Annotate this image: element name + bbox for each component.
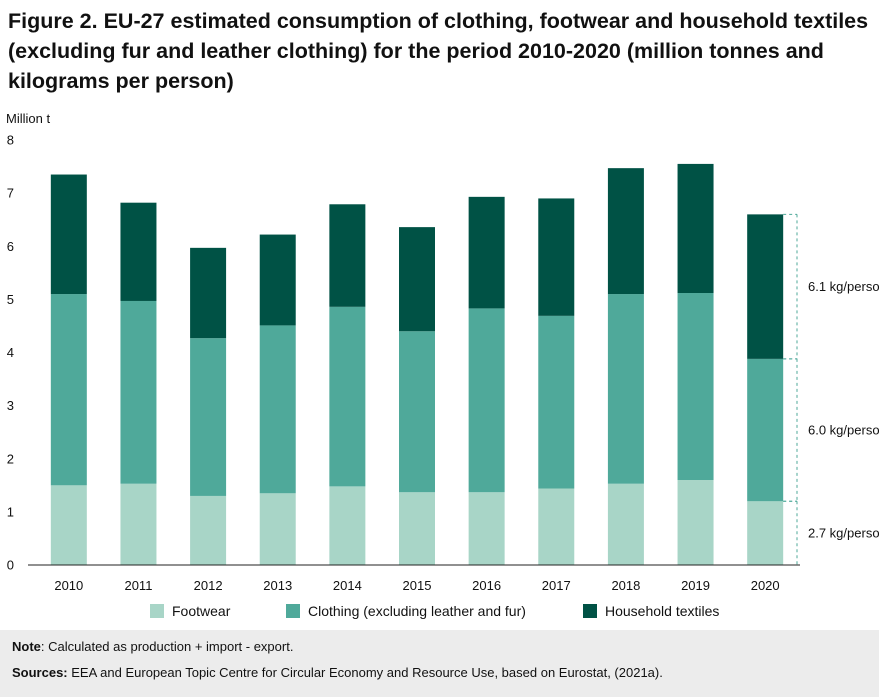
x-tick-label: 2018 xyxy=(611,578,640,593)
x-tick-label: 2011 xyxy=(124,578,152,593)
note-text: : Calculated as production + import - ex… xyxy=(40,639,294,654)
y-tick-label: 0 xyxy=(7,558,14,573)
x-axis-ticks: 2010 2011 2012 2013 2014 2015 2016 2017 2018 2019… xyxy=(54,578,779,593)
legend-swatch xyxy=(150,604,164,618)
bar-segment xyxy=(399,227,435,332)
x-tick-label: 2015 xyxy=(403,578,432,593)
legend-label: Clothing (excluding leather and fur) xyxy=(308,603,526,619)
bar-segment xyxy=(538,315,575,489)
bar-segment xyxy=(747,501,784,565)
x-tick-label: 2020 xyxy=(751,578,780,593)
bar-segment xyxy=(607,168,644,295)
bar-segment xyxy=(399,331,435,493)
bar-segment xyxy=(538,198,575,316)
x-tick-label: 2013 xyxy=(263,578,292,593)
bar-segment xyxy=(677,163,714,293)
y-tick-label: 5 xyxy=(7,292,14,307)
stacked-bar-chart: Million t 0 1 2 3 4 5 6 7 8 6.1 kg/person 6.0 kg/… xyxy=(6,111,879,619)
legend-label: Footwear xyxy=(172,603,231,619)
bar-segment xyxy=(677,480,714,565)
y-axis-ticks: 0 1 2 3 4 5 6 7 8 xyxy=(7,133,14,573)
y-tick-label: 6 xyxy=(7,239,14,254)
note-label: Note xyxy=(12,639,41,654)
y-tick-label: 3 xyxy=(7,398,14,413)
annotation-label: 6.0 kg/person xyxy=(808,423,879,438)
bar-segment xyxy=(399,492,435,565)
y-tick-label: 1 xyxy=(7,504,14,519)
bar-segment xyxy=(607,294,644,484)
y-axis-label: Million t xyxy=(6,111,50,126)
bar-segment xyxy=(259,234,296,326)
bar-segment xyxy=(120,483,157,565)
bar-segment xyxy=(190,338,227,496)
sources-line: Sources: EEA and European Topic Centre f… xyxy=(12,664,663,682)
bar-segment xyxy=(468,196,505,309)
bar-segment xyxy=(329,204,366,307)
y-tick-label: 8 xyxy=(7,133,14,148)
bar-segment xyxy=(468,308,505,493)
bar-segment xyxy=(190,247,227,339)
bar-segment xyxy=(120,300,157,484)
x-tick-label: 2012 xyxy=(194,578,223,593)
y-tick-label: 2 xyxy=(7,451,14,466)
bar-segment xyxy=(259,493,296,565)
bar-segment xyxy=(120,202,157,301)
bar-segment xyxy=(50,174,87,295)
annotations-group: 6.1 kg/person 6.0 kg/person 2.7 kg/person xyxy=(783,213,879,566)
footnote-box: Note: Calculated as production + import … xyxy=(0,630,879,697)
chart-title: Figure 2. EU-27 estimated consumption of… xyxy=(8,9,869,93)
bar-segment xyxy=(50,485,87,565)
y-tick-label: 4 xyxy=(7,345,14,360)
bar-segment xyxy=(329,306,366,487)
bar-segment xyxy=(468,492,505,565)
x-tick-label: 2016 xyxy=(472,578,501,593)
x-tick-label: 2010 xyxy=(54,578,83,593)
legend: Footwear Clothing (excluding leather and … xyxy=(150,603,719,619)
bar-segment xyxy=(259,325,296,494)
sources-label: Sources: xyxy=(12,665,68,680)
legend-swatch xyxy=(583,604,597,618)
bar-segment xyxy=(50,294,87,486)
bar-segment xyxy=(747,358,784,502)
x-tick-label: 2017 xyxy=(542,578,571,593)
bar-segment xyxy=(607,483,644,565)
x-tick-label: 2019 xyxy=(681,578,710,593)
bar-segment xyxy=(677,293,714,480)
bar-segment xyxy=(329,486,366,565)
annotation-label: 2.7 kg/person xyxy=(808,526,879,541)
bars-group xyxy=(50,163,784,565)
legend-label: Household textiles xyxy=(605,603,719,619)
bar-segment xyxy=(747,214,784,359)
x-tick-label: 2014 xyxy=(333,578,362,593)
bar-segment xyxy=(190,495,227,565)
sources-text: EEA and European Topic Centre for Circul… xyxy=(67,665,663,680)
bar-segment xyxy=(538,488,575,565)
y-tick-label: 7 xyxy=(7,186,14,201)
note-line: Note: Calculated as production + import … xyxy=(12,638,293,656)
annotation-label: 6.1 kg/person xyxy=(808,279,879,294)
legend-swatch xyxy=(286,604,300,618)
